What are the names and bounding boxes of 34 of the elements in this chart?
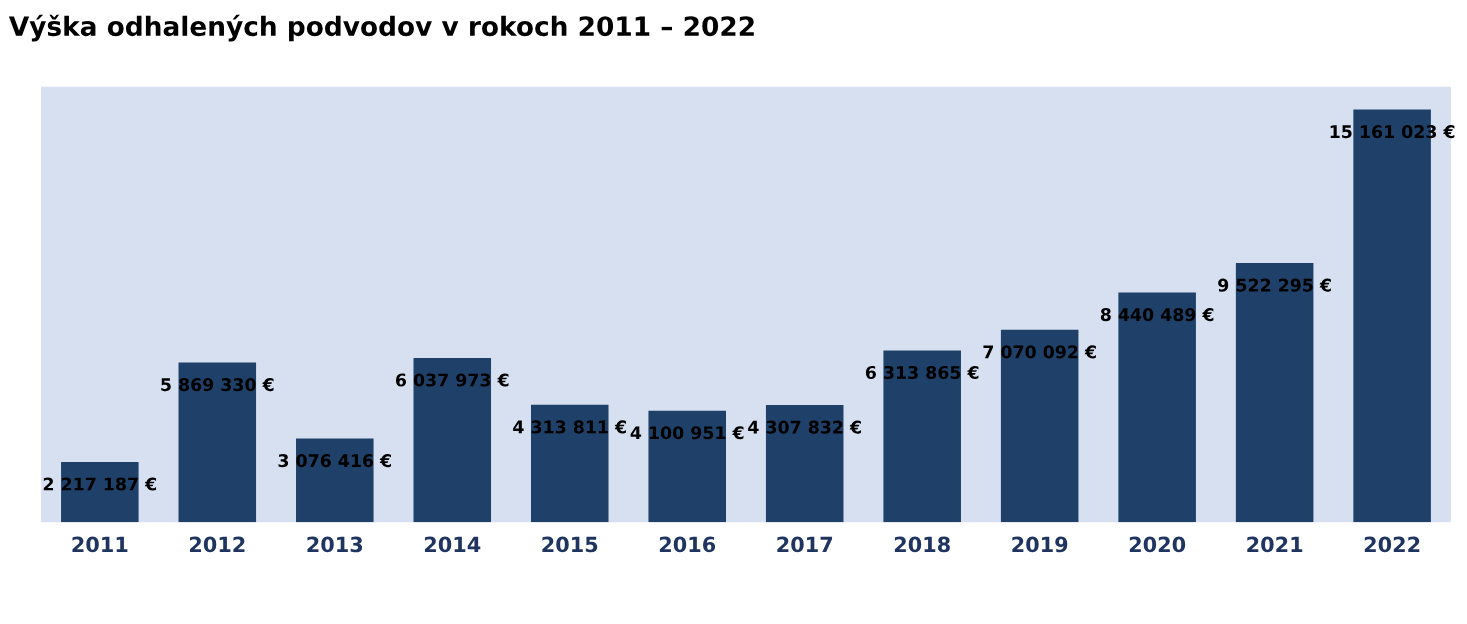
- bar: [1118, 292, 1196, 523]
- bar: [61, 461, 139, 523]
- bar: [883, 350, 961, 523]
- x-tick-label: 2019: [1012, 536, 1068, 553]
- data-label: 4 307 832 €: [748, 420, 861, 434]
- bar: [530, 404, 609, 523]
- x-tick-label: 2022: [1364, 536, 1420, 553]
- bar: [296, 438, 374, 523]
- bar: [765, 405, 844, 523]
- bar: [1000, 329, 1079, 523]
- x-tick-label: 2016: [659, 536, 716, 553]
- data-label: 6 037 973 €: [395, 373, 509, 387]
- data-label: 7 070 092 €: [983, 345, 1096, 359]
- chart-title: Výška odhalených podvodov v rokoch 2011 – 2022: [8, 14, 754, 42]
- data-label: 4 100 951 €: [630, 426, 744, 440]
- bar: [648, 410, 726, 523]
- x-tick-label: 2021: [1247, 536, 1303, 553]
- bar: [1235, 263, 1314, 523]
- x-tick-label: 2014: [424, 536, 481, 553]
- x-tick-label: 2017: [777, 536, 833, 553]
- data-label: 6 313 865 €: [865, 365, 979, 380]
- bar: [413, 357, 492, 523]
- data-label: 3 076 416 €: [278, 454, 392, 468]
- x-tick-label: 2011: [72, 536, 128, 553]
- bar: [178, 362, 257, 523]
- data-label: 2 217 187 €: [43, 477, 157, 491]
- x-tick-label: 2013: [307, 536, 363, 553]
- data-label: 5 869 330 €: [161, 378, 274, 392]
- x-tick-label: 2015: [542, 536, 598, 553]
- data-label: 4 313 811 €: [513, 420, 626, 434]
- x-tick-label: 2020: [1129, 536, 1186, 553]
- data-label: 9 522 295 €: [1218, 278, 1331, 292]
- x-tick-label: 2018: [894, 536, 950, 553]
- x-tick-label: 2012: [189, 536, 245, 553]
